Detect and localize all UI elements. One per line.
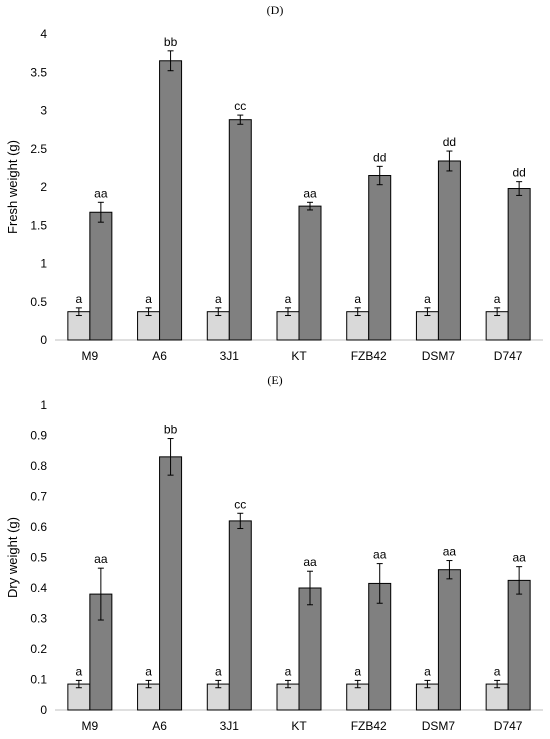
- bar-a6-s2: [159, 456, 183, 711]
- significance-letter: aa: [443, 545, 457, 559]
- y-tick-label: 3.5: [30, 65, 47, 79]
- significance-letter: aa: [94, 186, 108, 200]
- y-tick-label: 0: [40, 333, 47, 347]
- fresh-weight-chart: Fresh weight (g)00.511.522.533.54M9aaaA6…: [5, 27, 543, 363]
- x-tick-label: D747: [494, 719, 523, 733]
- x-tick-label: 3J1: [220, 349, 240, 363]
- y-tick-label: 0.5: [30, 551, 47, 565]
- x-tick-label: D747: [494, 349, 523, 363]
- y-tick-label: 0.1: [30, 673, 47, 687]
- significance-letter: a: [354, 292, 361, 306]
- significance-letter: a: [285, 664, 292, 678]
- bar-m9-s2: [89, 211, 113, 341]
- bar-kt-s2: [298, 587, 322, 711]
- y-tick-label: 0.4: [30, 581, 47, 595]
- y-axis-label: Fresh weight (g): [5, 140, 20, 234]
- bar-fzb42-s2: [368, 175, 392, 341]
- y-tick-label: 1: [40, 398, 47, 412]
- significance-letter: a: [76, 292, 83, 306]
- x-tick-label: A6: [152, 719, 167, 733]
- x-tick-label: FZB42: [351, 349, 387, 363]
- y-tick-label: 0.5: [30, 295, 47, 309]
- significance-letter: a: [494, 664, 501, 678]
- significance-letter: dd: [512, 166, 525, 180]
- x-tick-label: KT: [291, 349, 307, 363]
- bar-dsm7-s2: [437, 569, 461, 711]
- x-tick-label: M9: [82, 349, 99, 363]
- x-tick-label: 3J1: [220, 719, 240, 733]
- y-tick-label: 3: [40, 104, 47, 118]
- dry-weight-panel: (E) Dry weight (g) 0 0.1 0.2 0.3 0.4 0.5 0.6 0.7…: [0, 370, 550, 739]
- bar-dsm7-s2: [437, 160, 461, 341]
- y-tick-label: 0.6: [30, 520, 47, 534]
- y-tick-label: 4: [40, 27, 47, 41]
- bar-3j1-s2: [228, 520, 252, 711]
- bar-kt-s2: [298, 205, 322, 341]
- significance-letter: a: [285, 292, 292, 306]
- bar-d747-s2: [507, 579, 531, 711]
- significance-letter: cc: [234, 99, 246, 113]
- significance-letter: bb: [164, 423, 178, 437]
- bar-a6-s2: [159, 60, 183, 341]
- y-tick-label: 0.3: [30, 612, 47, 626]
- x-tick-label: FZB42: [351, 719, 387, 733]
- y-tick-label: 0.8: [30, 459, 47, 473]
- x-tick-label: A6: [152, 349, 167, 363]
- significance-letter: a: [76, 664, 83, 678]
- significance-letter: aa: [373, 548, 387, 562]
- significance-letter: a: [145, 664, 152, 678]
- y-tick-label: 0.2: [30, 642, 47, 656]
- significance-letter: a: [494, 292, 501, 306]
- x-tick-label: KT: [291, 719, 307, 733]
- significance-letter: aa: [94, 552, 108, 566]
- significance-letter: a: [424, 292, 431, 306]
- significance-letter: a: [424, 664, 431, 678]
- y-tick-label: 0: [40, 703, 47, 717]
- significance-letter: dd: [443, 135, 456, 149]
- significance-letter: aa: [303, 555, 317, 569]
- significance-letter: a: [145, 292, 152, 306]
- significance-letter: a: [354, 664, 361, 678]
- y-axis-label: Dry weight (g): [5, 517, 20, 598]
- y-tick-label: 1: [40, 257, 47, 271]
- fresh-weight-panel: (D) Fresh weight (g) 0 0.5 1 1.5 2 2.5 3 3.5 4 M9 a…: [5, 3, 543, 363]
- y-tick-label: 0.7: [30, 490, 47, 504]
- y-tick-label: 2.5: [30, 142, 47, 156]
- significance-letter: cc: [234, 497, 246, 511]
- panel-label-e: (E): [267, 373, 283, 387]
- bar-3j1-s2: [228, 119, 252, 341]
- significance-letter: a: [215, 664, 222, 678]
- significance-letter: dd: [373, 150, 386, 164]
- x-tick-label: DSM7: [422, 349, 456, 363]
- significance-letter: bb: [164, 35, 178, 49]
- significance-letter: aa: [512, 551, 526, 565]
- y-tick-label: 0.9: [30, 429, 47, 443]
- bar-d747-s2: [507, 188, 531, 341]
- significance-letter: aa: [303, 186, 317, 200]
- panel-label-d: (D): [266, 3, 284, 17]
- dry-weight-chart: Dry weight (g) 0 0.1 0.2 0.3 0.4 0.5 0.6 0.7 0.8 0…: [5, 398, 543, 733]
- significance-letter: a: [215, 292, 222, 306]
- x-tick-label: DSM7: [422, 719, 456, 733]
- y-tick-label: 1.5: [30, 218, 47, 232]
- y-tick-label: 2: [40, 180, 47, 194]
- x-tick-label: M9: [82, 719, 99, 733]
